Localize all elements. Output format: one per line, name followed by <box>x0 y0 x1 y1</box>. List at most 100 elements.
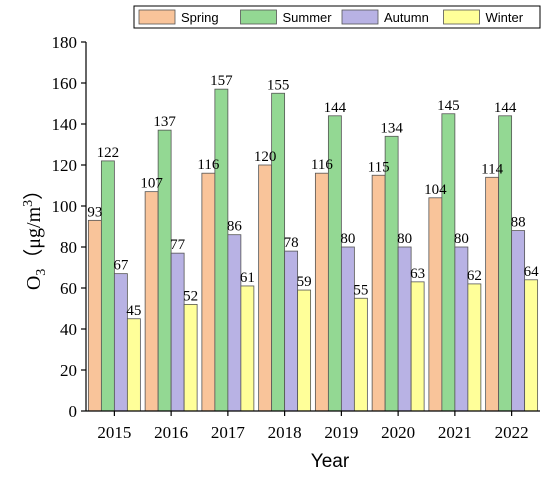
legend-swatch-spring <box>138 9 176 25</box>
data-label-winter-2021: 62 <box>467 268 482 284</box>
legend-swatch-summer <box>240 9 277 25</box>
bar-winter-2017 <box>240 285 255 412</box>
data-label-autumn-2018: 78 <box>284 235 299 251</box>
y-axis-label-main: O <box>23 276 45 290</box>
data-label-autumn-2015: 67 <box>113 258 129 274</box>
data-label-winter-2018: 59 <box>297 274 312 290</box>
legend-box <box>133 5 541 29</box>
data-label-spring-2022: 114 <box>481 161 503 177</box>
y-axis-label: O3（μg/m3） <box>21 180 49 290</box>
bar-spring-2018 <box>258 164 273 412</box>
legend-label-summer: Summer <box>283 10 333 25</box>
bar-summer-2017 <box>214 88 229 412</box>
y-tick-label-140: 140 <box>52 115 78 134</box>
y-tick-label-0: 0 <box>69 402 78 421</box>
x-tick-label-2018: 2018 <box>268 423 302 442</box>
data-label-winter-2016: 52 <box>183 288 198 304</box>
axes-group: 0 20 40 60 80 100 120 140 160 180 2015 2016 2017 2018… <box>52 33 540 442</box>
bar-spring-2022 <box>485 176 500 412</box>
bar-autumn-2016 <box>170 252 185 412</box>
x-axis-label: Year <box>311 451 350 472</box>
data-label-summer-2021: 145 <box>437 98 460 114</box>
data-label-summer-2020: 134 <box>380 120 403 136</box>
x-tick-label-2019: 2019 <box>324 423 358 442</box>
bar-spring-2017 <box>201 172 216 412</box>
data-label-autumn-2020: 80 <box>397 231 412 247</box>
y-tick-label-180: 180 <box>52 33 78 52</box>
y-tick-label-20: 20 <box>60 361 77 380</box>
bar-summer-2022 <box>498 115 513 412</box>
data-label-winter-2015: 45 <box>126 303 141 319</box>
data-label-spring-2020: 115 <box>368 159 390 175</box>
data-label-autumn-2016: 77 <box>170 237 186 253</box>
data-label-winter-2017: 61 <box>240 270 255 286</box>
bar-winter-2018 <box>297 289 312 412</box>
bar-summer-2016 <box>157 129 172 412</box>
bar-summer-2018 <box>271 92 286 412</box>
y-axis-label-unit: （μg/m <box>22 206 45 268</box>
data-label-summer-2022: 144 <box>494 100 517 116</box>
legend: Spring Summer Autumn Winter <box>133 5 541 29</box>
legend-swatch-autumn <box>341 9 379 25</box>
legend-swatch-winter <box>443 9 480 25</box>
y-tick-label-40: 40 <box>60 320 77 339</box>
data-label-summer-2019: 144 <box>324 100 347 116</box>
y-axis-label-sup: 3 <box>21 200 36 207</box>
data-label-winter-2022: 64 <box>524 264 540 280</box>
bar-autumn-2017 <box>227 234 242 412</box>
data-label-autumn-2019: 80 <box>340 231 355 247</box>
y-tick-label-120: 120 <box>52 156 78 175</box>
data-label-winter-2019: 55 <box>353 282 368 298</box>
bar-autumn-2015 <box>113 273 128 412</box>
bar-spring-2021 <box>428 197 443 412</box>
x-tick-label-2022: 2022 <box>495 423 529 442</box>
data-label-winter-2020: 63 <box>410 266 425 282</box>
y-tick-label-160: 160 <box>52 74 78 93</box>
legend-label-winter: Winter <box>486 10 524 25</box>
bar-winter-2015 <box>126 318 141 412</box>
x-tick-label-2015: 2015 <box>97 423 131 442</box>
y-axis-label-close: ） <box>22 180 45 200</box>
x-tick-label-2017: 2017 <box>211 423 246 442</box>
data-label-spring-2019: 116 <box>311 157 333 173</box>
data-labels-group: 93 122 67 45 107 137 77 52 116 157 86 61 120 155 78 59 1… <box>87 73 539 319</box>
x-tick-label-2016: 2016 <box>154 423 188 442</box>
data-label-spring-2021: 104 <box>424 182 447 198</box>
bar-summer-2020 <box>384 135 399 412</box>
data-label-summer-2018: 155 <box>267 77 290 93</box>
y-tick-label-80: 80 <box>60 238 77 257</box>
data-label-summer-2017: 157 <box>210 73 233 89</box>
data-label-spring-2018: 120 <box>254 149 277 165</box>
bar-summer-2021 <box>441 113 456 412</box>
data-label-autumn-2017: 86 <box>227 219 243 235</box>
data-label-summer-2015: 122 <box>97 145 120 161</box>
bar-autumn-2019 <box>340 246 355 412</box>
bar-winter-2016 <box>183 303 198 412</box>
data-label-spring-2015: 93 <box>87 204 102 220</box>
x-tick-label-2020: 2020 <box>381 423 415 442</box>
bar-autumn-2022 <box>511 230 526 412</box>
legend-label-spring: Spring <box>181 10 219 25</box>
data-label-spring-2016: 107 <box>140 176 163 192</box>
bar-spring-2015 <box>87 219 102 412</box>
data-label-spring-2017: 116 <box>197 157 219 173</box>
bar-spring-2019 <box>314 172 329 412</box>
y-tick-label-60: 60 <box>60 279 77 298</box>
data-label-summer-2016: 137 <box>153 114 176 130</box>
legend-label-autumn: Autumn <box>384 10 429 25</box>
bar-winter-2021 <box>467 283 482 412</box>
y-tick-label-100: 100 <box>52 197 78 216</box>
data-label-autumn-2022: 88 <box>511 215 526 231</box>
bar-spring-2020 <box>371 174 386 412</box>
bar-summer-2015 <box>100 160 115 412</box>
bar-winter-2020 <box>410 281 425 412</box>
bar-winter-2022 <box>524 279 539 412</box>
bar-spring-2016 <box>144 191 159 412</box>
x-tick-label-2021: 2021 <box>438 423 472 442</box>
bars-group <box>87 88 539 412</box>
bar-winter-2019 <box>353 297 368 412</box>
y-axis-label-sub: 3 <box>34 269 49 276</box>
data-label-autumn-2021: 80 <box>454 231 469 247</box>
